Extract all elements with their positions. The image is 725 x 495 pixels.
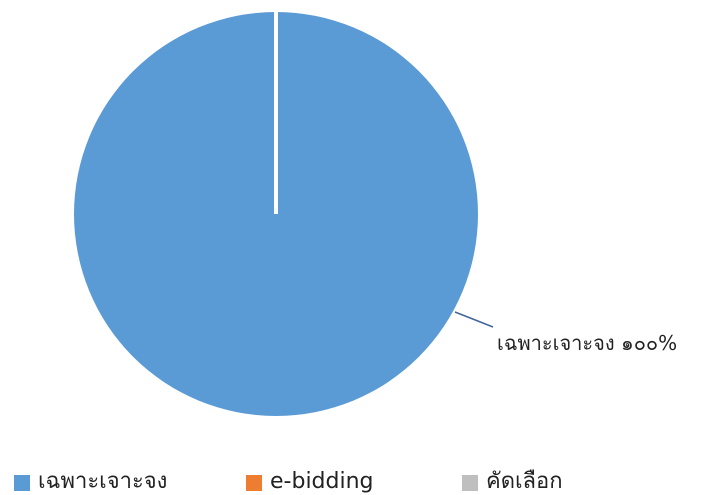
data-label: เฉพาะเจาะจง ๑๐๐% [497, 331, 677, 355]
legend-swatch [14, 475, 30, 491]
data-label-category: เฉพาะเจาะจง [497, 331, 615, 355]
legend-label: e-bidding [270, 469, 374, 494]
legend-label: คัดเลือก [486, 469, 563, 494]
legend-label: เฉพาะเจาะจง [38, 469, 167, 494]
legend-swatch [246, 475, 262, 491]
leader-line [454, 311, 494, 328]
legend-swatch [462, 475, 478, 491]
data-label-value: ๑๐๐% [621, 331, 677, 355]
